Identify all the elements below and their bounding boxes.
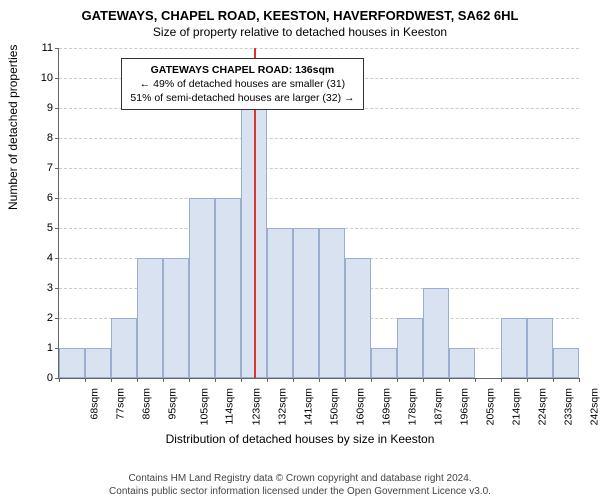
gridline (59, 48, 579, 49)
histogram-bar (501, 318, 527, 378)
histogram-bar (137, 258, 163, 378)
histogram-bar (319, 228, 345, 378)
xtick-mark (293, 378, 294, 382)
histogram-bar (553, 348, 579, 378)
xtick-label: 77sqm (115, 388, 127, 420)
chart-area: 0123456789101168sqm77sqm86sqm95sqm105sqm… (58, 48, 578, 378)
histogram-bar (59, 348, 85, 378)
ytick-label: 2 (31, 312, 53, 324)
xtick-mark (371, 378, 372, 382)
info-box: GATEWAYS CHAPEL ROAD: 136sqm← 49% of det… (121, 58, 363, 111)
xtick-mark (475, 378, 476, 382)
xtick-label: 150sqm (328, 388, 340, 425)
histogram-bar (85, 348, 111, 378)
xtick-label: 224sqm (536, 388, 548, 425)
histogram-bar (293, 228, 319, 378)
footer: Contains HM Land Registry data © Crown c… (0, 472, 600, 498)
ytick-label: 0 (31, 372, 53, 384)
histogram-bar (163, 258, 189, 378)
ytick-mark (55, 138, 59, 139)
xtick-label: 95sqm (167, 388, 179, 420)
xtick-mark (449, 378, 450, 382)
ytick-label: 8 (31, 132, 53, 144)
histogram-bar (527, 318, 553, 378)
gridline (59, 198, 579, 199)
xtick-label: 205sqm (484, 388, 496, 425)
xtick-label: 169sqm (380, 388, 392, 425)
ytick-mark (55, 168, 59, 169)
ytick-mark (55, 78, 59, 79)
xtick-label: 123sqm (250, 388, 262, 425)
xtick-mark (579, 378, 580, 382)
ytick-mark (55, 198, 59, 199)
ytick-label: 4 (31, 252, 53, 264)
xtick-mark (267, 378, 268, 382)
xtick-label: 233sqm (562, 388, 574, 425)
xtick-label: 178sqm (406, 388, 418, 425)
xtick-label: 160sqm (354, 388, 366, 425)
xtick-label: 105sqm (198, 388, 210, 425)
xtick-mark (501, 378, 502, 382)
xtick-mark (59, 378, 60, 382)
ytick-label: 6 (31, 192, 53, 204)
xtick-label: 114sqm (224, 388, 236, 425)
y-axis-label: Number of detached properties (6, 45, 20, 210)
ytick-mark (55, 258, 59, 259)
gridline (59, 168, 579, 169)
xtick-label: 68sqm (89, 388, 101, 420)
xtick-mark (527, 378, 528, 382)
xtick-mark (345, 378, 346, 382)
xtick-mark (215, 378, 216, 382)
histogram-bar (111, 318, 137, 378)
info-box-title: GATEWAYS CHAPEL ROAD: 136sqm (130, 63, 354, 77)
info-box-line: ← 49% of detached houses are smaller (31… (130, 77, 354, 91)
ytick-label: 9 (31, 102, 53, 114)
footer-line-2: Contains public sector information licen… (0, 485, 600, 498)
ytick-mark (55, 48, 59, 49)
info-box-line: 51% of semi-detached houses are larger (… (130, 91, 354, 105)
ytick-label: 7 (31, 162, 53, 174)
chart-title-main: GATEWAYS, CHAPEL ROAD, KEESTON, HAVERFOR… (0, 0, 600, 23)
xtick-label: 214sqm (510, 388, 522, 425)
gridline (59, 138, 579, 139)
xtick-mark (553, 378, 554, 382)
histogram-bar (215, 198, 241, 378)
histogram-bar (397, 318, 423, 378)
ytick-label: 3 (31, 282, 53, 294)
xtick-mark (111, 378, 112, 382)
histogram-bar (449, 348, 475, 378)
ytick-label: 11 (31, 42, 53, 54)
plot: 0123456789101168sqm77sqm86sqm95sqm105sqm… (58, 48, 579, 379)
xtick-mark (189, 378, 190, 382)
histogram-bar (423, 288, 449, 378)
ytick-label: 10 (31, 72, 53, 84)
ytick-label: 1 (31, 342, 53, 354)
histogram-bar (345, 258, 371, 378)
xtick-mark (85, 378, 86, 382)
ytick-mark (55, 228, 59, 229)
histogram-bar (189, 198, 215, 378)
footer-line-1: Contains HM Land Registry data © Crown c… (0, 472, 600, 485)
xtick-mark (397, 378, 398, 382)
xtick-mark (137, 378, 138, 382)
ytick-mark (55, 108, 59, 109)
xtick-mark (319, 378, 320, 382)
ytick-label: 5 (31, 222, 53, 234)
xtick-label: 196sqm (458, 388, 470, 425)
xtick-mark (163, 378, 164, 382)
histogram-bar (371, 348, 397, 378)
xtick-mark (423, 378, 424, 382)
xtick-label: 86sqm (141, 388, 153, 420)
xtick-label: 187sqm (432, 388, 444, 425)
xtick-label: 141sqm (302, 388, 314, 425)
xtick-mark (241, 378, 242, 382)
chart-title-sub: Size of property relative to detached ho… (0, 23, 600, 39)
x-axis-label: Distribution of detached houses by size … (0, 432, 600, 446)
ytick-mark (55, 288, 59, 289)
histogram-bar (267, 228, 293, 378)
ytick-mark (55, 318, 59, 319)
xtick-label: 242sqm (588, 388, 600, 425)
xtick-label: 132sqm (276, 388, 288, 425)
